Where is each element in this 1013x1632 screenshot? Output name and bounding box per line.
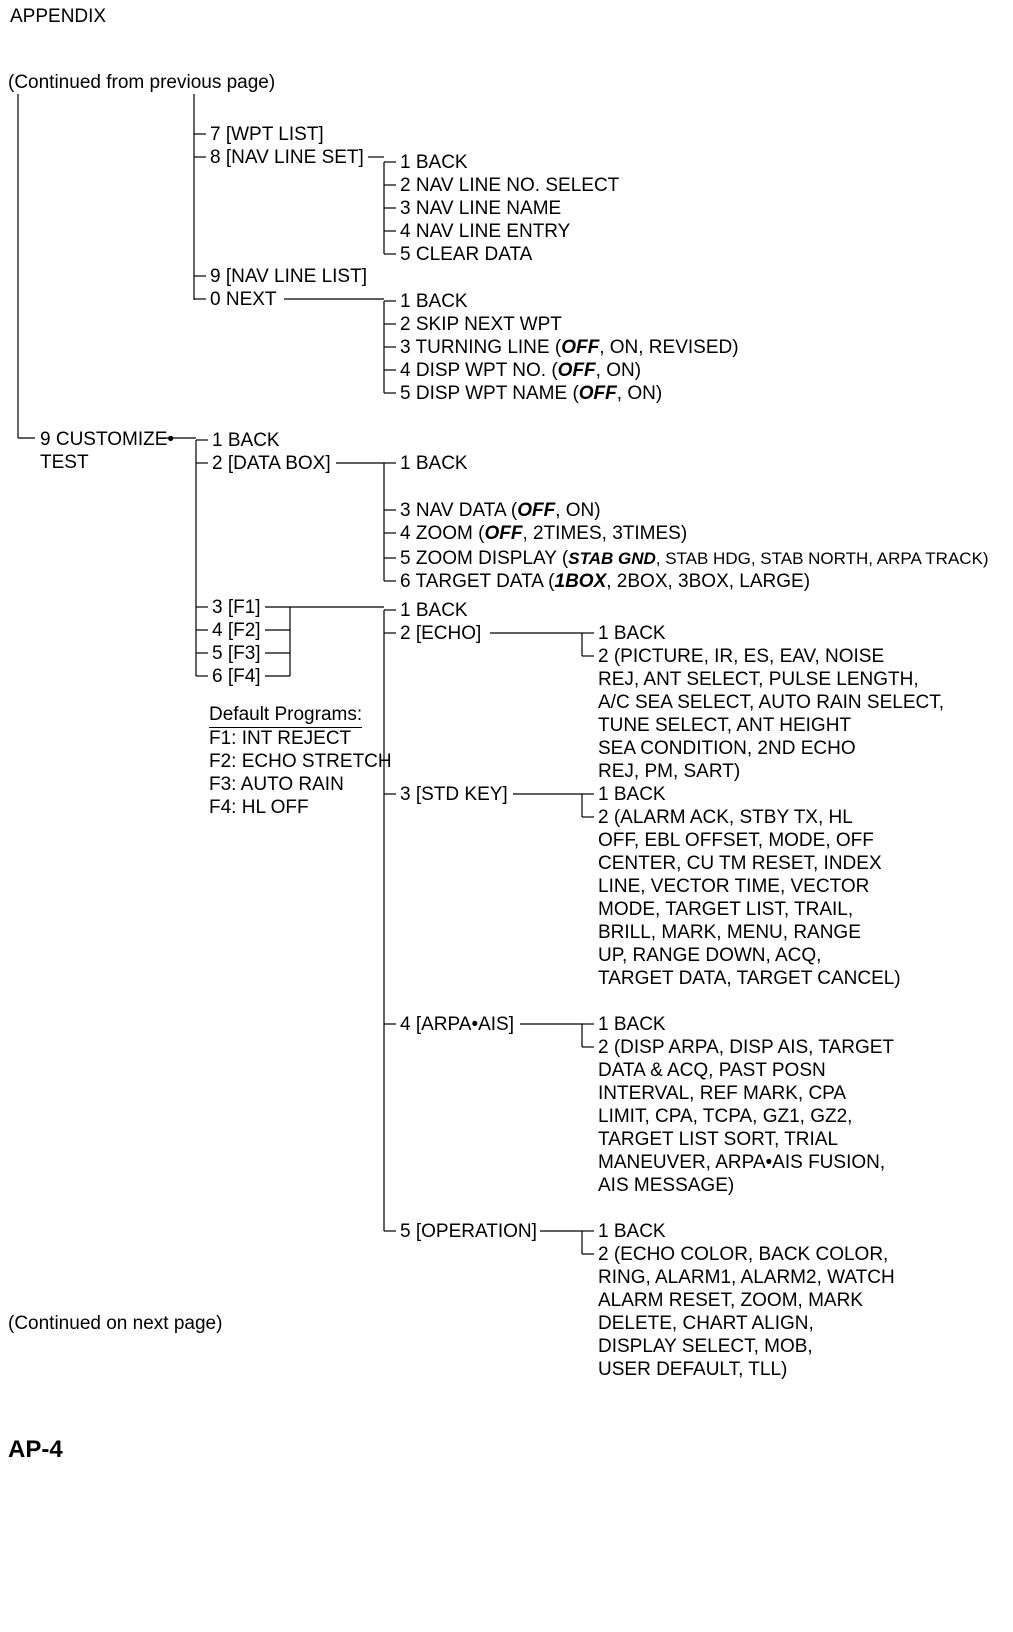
db-3: 3 NAV DATA (OFF, ON) (400, 500, 601, 522)
arpa-l3: INTERVAL, REF MARK, CPA (598, 1083, 846, 1105)
default-programs-title: Default Programs: (209, 704, 362, 728)
echo-1: 1 BACK (598, 623, 666, 645)
arpa-l6: MANEUVER, ARPA•AIS FUSION, (598, 1152, 885, 1174)
nx-2: 2 SKIP NEXT WPT (400, 314, 562, 336)
arpa-l2: DATA & ACQ, PAST POSN (598, 1060, 826, 1082)
page-root: APPENDIX (Continued from previous page) … (0, 0, 1013, 1632)
cust-f4: 6 [F4] (212, 666, 261, 688)
op-1: 1 BACK (598, 1221, 666, 1243)
db-4-pre: 4 ZOOM ( (400, 523, 484, 544)
echo-l6: REJ, PM, SART) (598, 761, 740, 783)
echo-l1: 2 (PICTURE, IR, ES, EAV, NOISE (598, 646, 884, 668)
arpa-l4: LIMIT, CPA, TCPA, GZ1, GZ2, (598, 1106, 852, 1128)
echo-l3: A/C SEA SELECT, AUTO RAIN SELECT, (598, 692, 944, 714)
std-l1: 2 (ALARM ACK, STBY TX, HL (598, 807, 853, 829)
cust-databox: 2 [DATA BOX] (212, 453, 331, 475)
db-3-post: , ON) (555, 500, 600, 521)
echo-l4: TUNE SELECT, ANT HEIGHT (598, 715, 851, 737)
fsub-op: 5 [OPERATION] (400, 1221, 537, 1243)
nls-5: 5 CLEAR DATA (400, 244, 532, 266)
fsub-std: 3 [STD KEY] (400, 784, 508, 806)
op-l3: ALARM RESET, ZOOM, MARK (598, 1290, 863, 1312)
db-3-em: OFF (517, 500, 555, 521)
op-l2: RING, ALARM1, ALARM2, WATCH (598, 1267, 895, 1289)
nx-3-em: OFF (561, 337, 599, 358)
db-6: 6 TARGET DATA (1BOX, 2BOX, 3BOX, LARGE) (400, 571, 810, 593)
nls-3: 3 NAV LINE NAME (400, 198, 561, 220)
cust-back: 1 BACK (212, 430, 280, 452)
std-l2: OFF, EBL OFFSET, MODE, OFF (598, 830, 874, 852)
arpa-l1: 2 (DISP ARPA, DISP AIS, TARGET (598, 1037, 894, 1059)
dp-1: F1: INT REJECT (209, 728, 351, 750)
fsub-1: 1 BACK (400, 600, 468, 622)
cust-f2: 4 [F2] (212, 620, 261, 642)
arpa-1: 1 BACK (598, 1014, 666, 1036)
dp-2: F2: ECHO STRETCH (209, 751, 392, 773)
nls-1: 1 BACK (400, 152, 468, 174)
op-l5: DISPLAY SELECT, MOB, (598, 1336, 813, 1358)
db-1: 1 BACK (400, 453, 468, 475)
dp-3: F3: AUTO RAIN (209, 774, 344, 796)
nx-1: 1 BACK (400, 291, 468, 313)
db-4-em: OFF (484, 523, 522, 544)
std-l5: MODE, TARGET LIST, TRAIL, (598, 899, 853, 921)
item-wpt-list: 7 [WPT LIST] (210, 124, 324, 146)
db-6-post: , 2BOX, 3BOX, LARGE) (606, 571, 810, 592)
nx-5-pre: 5 DISP WPT NAME ( (400, 383, 579, 404)
nx-5-post: , ON) (617, 383, 662, 404)
nx-4-pre: 4 DISP WPT NO. ( (400, 360, 558, 381)
db-5-em: STAB GND (568, 549, 656, 568)
std-l4: LINE, VECTOR TIME, VECTOR (598, 876, 869, 898)
arpa-l5: TARGET LIST SORT, TRIAL (598, 1129, 838, 1151)
echo-l5: SEA CONDITION, 2ND ECHO (598, 738, 856, 760)
arpa-l7: AIS MESSAGE) (598, 1175, 734, 1197)
item-customize: 9 CUSTOMIZE• (40, 429, 174, 451)
header-appendix: APPENDIX (10, 6, 106, 28)
nx-3-post: , ON, REVISED) (599, 337, 738, 358)
db-6-em: 1BOX (555, 571, 607, 592)
std-l6: BRILL, MARK, MENU, RANGE (598, 922, 861, 944)
nx-3-pre: 3 TURNING LINE ( (400, 337, 561, 358)
cust-f1: 3 [F1] (212, 597, 261, 619)
echo-l2: REJ, ANT SELECT, PULSE LENGTH, (598, 669, 919, 691)
db-5-post: , STAB HDG, STAB NORTH, ARPA TRACK) (656, 549, 989, 568)
item-nav-line-set: 8 [NAV LINE SET] (210, 147, 364, 169)
nls-2: 2 NAV LINE NO. SELECT (400, 175, 619, 197)
db-4-post: , 2TIMES, 3TIMES) (522, 523, 687, 544)
nx-4-post: , ON) (596, 360, 641, 381)
nx-5: 5 DISP WPT NAME (OFF, ON) (400, 383, 662, 405)
op-l4: DELETE, CHART ALIGN, (598, 1313, 814, 1335)
item-nav-line-list: 9 [NAV LINE LIST] (210, 266, 367, 288)
fsub-arpa: 4 [ARPA•AIS] (400, 1014, 514, 1036)
std-1: 1 BACK (598, 784, 666, 806)
dp-4: F4: HL OFF (209, 797, 309, 819)
op-l6: USER DEFAULT, TLL) (598, 1359, 787, 1381)
nx-4-em: OFF (558, 360, 596, 381)
nx-3: 3 TURNING LINE (OFF, ON, REVISED) (400, 337, 739, 359)
continued-from: (Continued from previous page) (8, 72, 275, 94)
op-l1: 2 (ECHO COLOR, BACK COLOR, (598, 1244, 888, 1266)
std-l3: CENTER, CU TM RESET, INDEX (598, 853, 882, 875)
item-0-next: 0 NEXT (210, 289, 277, 311)
db-4: 4 ZOOM (OFF, 2TIMES, 3TIMES) (400, 523, 687, 545)
db-3-pre: 3 NAV DATA ( (400, 500, 517, 521)
fsub-echo: 2 [ECHO] (400, 623, 481, 645)
nx-5-em: OFF (579, 383, 617, 404)
std-l8: TARGET DATA, TARGET CANCEL) (598, 968, 901, 990)
item-test: TEST (40, 452, 89, 474)
nx-4: 4 DISP WPT NO. (OFF, ON) (400, 360, 641, 382)
nls-4: 4 NAV LINE ENTRY (400, 221, 570, 243)
std-l7: UP, RANGE DOWN, ACQ, (598, 945, 821, 967)
page-number: AP-4 (8, 1436, 63, 1464)
db-5-pre: 5 ZOOM DISPLAY ( (400, 548, 568, 569)
cust-f3: 5 [F3] (212, 643, 261, 665)
db-6-pre: 6 TARGET DATA ( (400, 571, 555, 592)
db-5: 5 ZOOM DISPLAY (STAB GND, STAB HDG, STAB… (400, 548, 989, 570)
continued-on: (Continued on next page) (8, 1313, 222, 1335)
